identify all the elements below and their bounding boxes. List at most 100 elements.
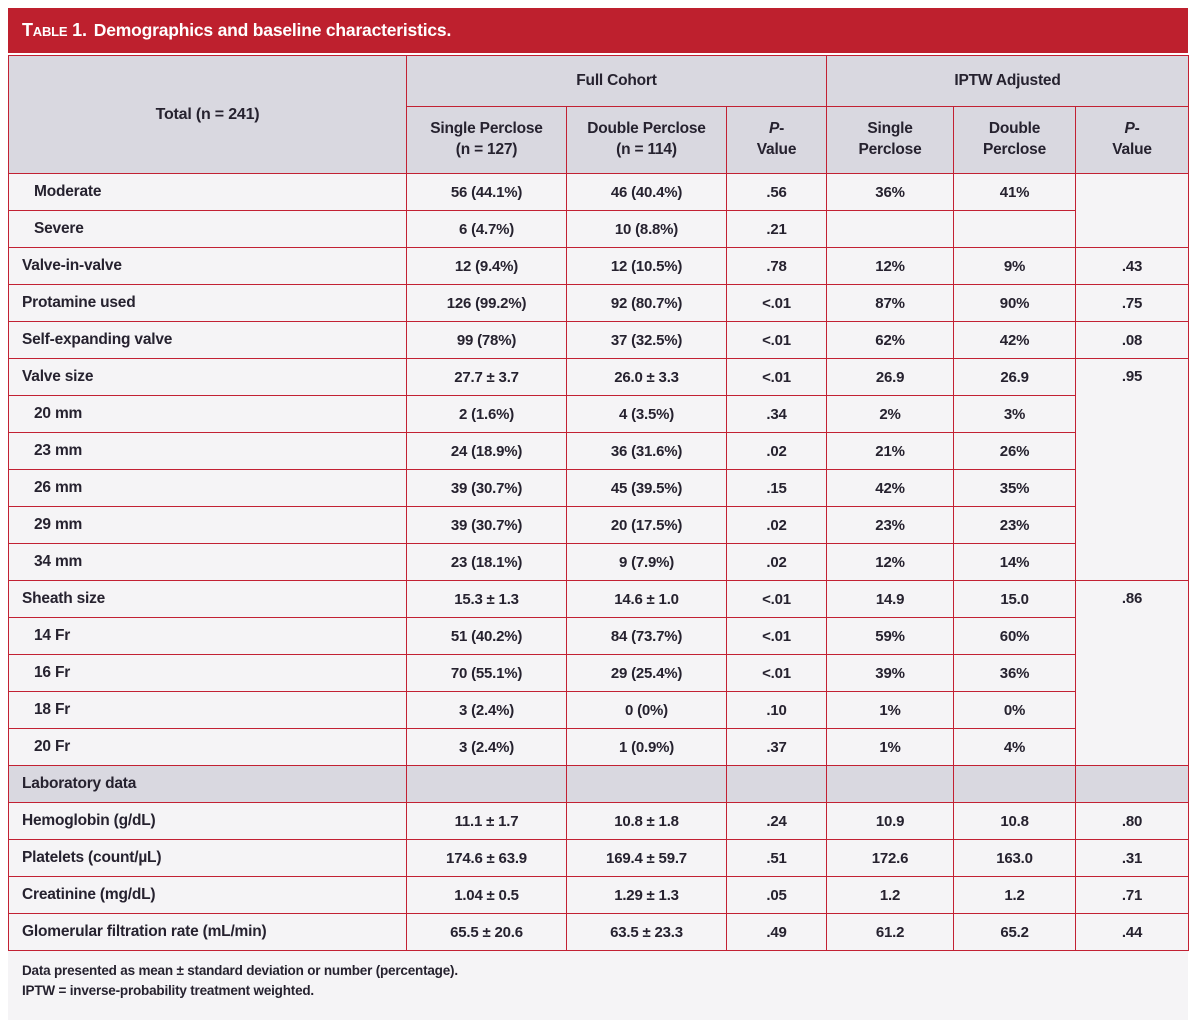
cell: 26.0 ± 3.3	[566, 358, 727, 396]
table-body: Moderate 56 (44.1%) 46 (40.4%) .56 36% 41% Sev…	[8, 173, 1190, 951]
cell: 65.5 ± 20.6	[406, 913, 567, 951]
cell: 63.5 ± 23.3	[566, 913, 727, 951]
cell: .24	[725, 802, 828, 840]
row-label: Self-expanding valve	[8, 321, 407, 359]
row-label: 14 Fr	[8, 617, 407, 655]
cell: 10.8 ± 1.8	[566, 802, 727, 840]
col-header-pvalue-iptw: P- Value	[1075, 106, 1190, 174]
cell: 35%	[953, 469, 1077, 507]
cell: 15.0	[953, 580, 1077, 618]
cell: .05	[725, 876, 828, 914]
col-header-single-perclose-iptw: Single Perclose	[826, 106, 955, 174]
row-label: 29 mm	[8, 506, 407, 544]
header-line2: Perclose	[858, 141, 922, 158]
col-header-pvalue-full: P- Value	[725, 106, 828, 174]
table-card: Table 1. Demographics and baseline chara…	[8, 8, 1190, 1020]
cell: .56	[725, 173, 828, 211]
col-header-double-perclose-iptw: Double Perclose	[953, 106, 1077, 174]
table-row: Valve-in-valve 12 (9.4%) 12 (10.5%) .78 12% 9…	[8, 247, 1190, 285]
table-row: Valve size 27.7 ± 3.7 26.0 ± 3.3 <.01 26.9 26…	[8, 358, 1190, 581]
cell: 99 (78%)	[406, 321, 567, 359]
row-label: 26 mm	[8, 469, 407, 507]
table-row: 26 mm 39 (30.7%) 45 (39.5%) .15 42% 35%	[8, 469, 1189, 507]
row-label: 20 mm	[8, 395, 407, 433]
group-header-full-cohort: Full Cohort	[405, 55, 828, 107]
cell: .02	[725, 432, 828, 470]
table-row: 18 Fr 3 (2.4%) 0 (0%) .10 1% 0%	[8, 691, 1189, 729]
header-line1: Double Perclose	[587, 120, 706, 138]
cell: 36%	[953, 654, 1077, 692]
col-header-single-perclose-full: Single Perclose (n = 127)	[406, 106, 567, 174]
cell: 42%	[826, 469, 955, 507]
cell: 90%	[953, 284, 1077, 322]
cell: 126 (99.2%)	[406, 284, 567, 322]
table-header: Total (n = 241) Full Cohort IPTW Adjuste…	[8, 55, 1190, 174]
cell: 4 (3.5%)	[566, 395, 727, 433]
cell: 87%	[826, 284, 955, 322]
row-label: Sheath size	[8, 580, 407, 618]
cell: 4%	[953, 728, 1077, 766]
cell: 12 (10.5%)	[566, 247, 727, 285]
cell	[953, 210, 1077, 248]
cell: 46 (40.4%)	[566, 173, 727, 211]
pvalue-word: Value	[756, 141, 797, 158]
table-row: 16 Fr 70 (55.1%) 29 (25.4%) <.01 39% 36%	[8, 654, 1189, 692]
header-line1: Single	[867, 120, 913, 138]
row-label: 16 Fr	[8, 654, 407, 692]
row-label: 20 Fr	[8, 728, 407, 766]
total-header-cell: Total (n = 241)	[8, 55, 407, 174]
footnote-line: IPTW = inverse-probability treatment wei…	[22, 983, 314, 999]
cell: 3 (2.4%)	[406, 728, 567, 766]
cell: <.01	[725, 654, 828, 692]
cell: .37	[725, 728, 828, 766]
col-header-double-perclose-full: Double Perclose (n = 114)	[566, 106, 727, 174]
cell	[826, 765, 955, 803]
cell: 37 (32.5%)	[566, 321, 727, 359]
header-line2: (n = 127)	[455, 141, 518, 158]
table-row: 20 Fr 3 (2.4%) 1 (0.9%) .37 1% 4%	[8, 728, 1189, 766]
cell: .21	[725, 210, 828, 248]
cell: 36%	[826, 173, 955, 211]
cell: 163.0	[953, 839, 1077, 877]
cell: 56 (44.1%)	[406, 173, 567, 211]
group-header-row: Total (n = 241) Full Cohort IPTW Adjuste…	[8, 55, 1190, 174]
row-label: 34 mm	[8, 543, 407, 581]
cell: <.01	[725, 617, 828, 655]
cell: 14.9	[826, 580, 955, 618]
cell: <.01	[725, 580, 828, 618]
cell: 1 (0.9%)	[566, 728, 727, 766]
pvalue-dash: -	[1134, 120, 1140, 138]
cell: 10 (8.8%)	[566, 210, 727, 248]
row-label: Platelets (count/µL)	[8, 839, 407, 877]
cell-pvalue: .75	[1075, 284, 1190, 322]
pvalue-word: Value	[1112, 141, 1152, 158]
cell: 65.2	[953, 913, 1077, 951]
row-label: Severe	[8, 210, 407, 248]
table-row: 23 mm 24 (18.9%) 36 (31.6%) .02 21% 26%	[8, 432, 1189, 470]
header-line1: Double	[988, 120, 1041, 138]
cell: 1.2	[826, 876, 955, 914]
cell: 23%	[826, 506, 955, 544]
cell: 10.8	[953, 802, 1077, 840]
row-label: Creatinine (mg/dL)	[8, 876, 407, 914]
cell: 21%	[826, 432, 955, 470]
cell: 92 (80.7%)	[566, 284, 727, 322]
cell: .78	[725, 247, 828, 285]
cell: .34	[725, 395, 828, 433]
table-row: Glomerular filtration rate (mL/min) 65.5 …	[8, 913, 1190, 951]
cell-pvalue: .71	[1075, 876, 1190, 914]
cell: 2 (1.6%)	[406, 395, 567, 433]
cell: .15	[725, 469, 828, 507]
cell: 70 (55.1%)	[406, 654, 567, 692]
cell-pvalue: .31	[1075, 839, 1190, 877]
cell	[566, 765, 727, 803]
cell: <.01	[725, 321, 828, 359]
cell: 59%	[826, 617, 955, 655]
section-row: Laboratory data	[8, 765, 1190, 803]
row-label: Moderate	[8, 173, 407, 211]
cell-pvalue: .43	[1075, 247, 1190, 285]
row-label: Glomerular filtration rate (mL/min)	[8, 913, 407, 951]
cell-pvalue: .95	[1075, 358, 1190, 581]
cell: 169.4 ± 59.7	[566, 839, 727, 877]
cell: 23 (18.1%)	[406, 543, 567, 581]
